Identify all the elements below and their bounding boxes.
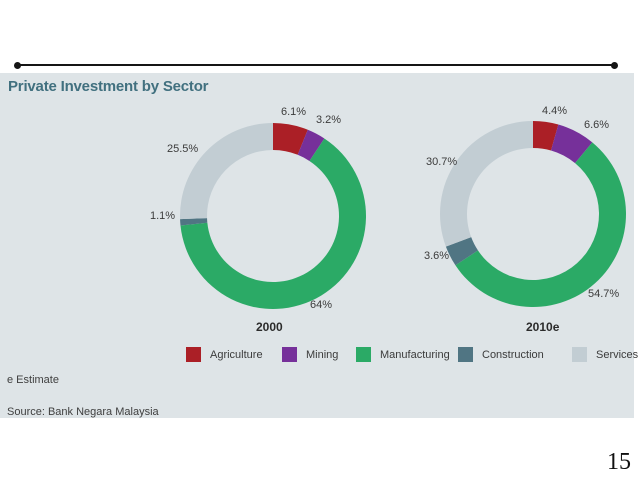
- donut-chart-2000: [179, 123, 367, 310]
- donut-chart-2010e: [439, 121, 627, 307]
- footnote-estimate: e Estimate: [7, 374, 59, 386]
- legend-item-manufacturing: Manufacturing: [356, 346, 450, 363]
- legend-swatch-services: [572, 347, 587, 362]
- legend-item-construction: Construction: [458, 346, 544, 363]
- legend-swatch-manufacturing: [356, 347, 371, 362]
- donut-segment-2000-agriculture: [273, 123, 308, 155]
- legend-label-mining: Mining: [306, 348, 339, 361]
- donut-segment-2000-services: [179, 123, 273, 220]
- legend-swatch-mining: [282, 347, 297, 362]
- donut-segment-2010e-services: [439, 121, 533, 247]
- footnote-source: Source: Bank Negara Malaysia: [7, 406, 159, 418]
- legend-item-services: Services: [572, 346, 638, 363]
- chart-caption-2000: 2000: [256, 320, 283, 334]
- donut-segment-2010e-agriculture: [533, 121, 559, 151]
- legend-label-services: Services: [596, 348, 638, 361]
- legend-swatch-agriculture: [186, 347, 201, 362]
- legend-item-mining: Mining: [282, 346, 338, 363]
- legend-label-construction: Construction: [482, 348, 544, 361]
- divider-right-dot: [611, 61, 618, 69]
- donut-segment-2010e-mining: [551, 124, 593, 164]
- slice-label-2000-mining: 3.2%: [316, 114, 342, 126]
- legend-label-agriculture: Agriculture: [210, 348, 263, 361]
- slice-label-2000-agriculture: 6.1%: [281, 106, 307, 118]
- slice-label-2000-construction: 1.1%: [150, 210, 176, 222]
- slice-label-2010e-construction: 3.6%: [424, 250, 450, 262]
- legend-item-agriculture: Agriculture: [186, 346, 263, 363]
- donut-segment-2010e-construction: [445, 237, 478, 266]
- legend-label-manufacturing: Manufacturing: [380, 348, 450, 361]
- divider-left-dot: [14, 61, 21, 69]
- donut-segment-2000-construction: [180, 218, 208, 226]
- header-divider-line: [14, 61, 618, 69]
- slice-label-2010e-services: 30.7%: [426, 156, 458, 168]
- slice-label-2010e-mining: 6.6%: [584, 119, 610, 131]
- donut-segment-2000-manufacturing: [180, 138, 367, 310]
- slice-label-2000-services: 25.5%: [167, 143, 199, 155]
- slice-label-2000-manufacturing: 64%: [310, 299, 333, 311]
- legend-swatch-construction: [458, 347, 473, 362]
- donut-segment-2000-mining: [297, 129, 325, 161]
- slice-label-2010e-agriculture: 4.4%: [542, 105, 568, 117]
- donut-segment-2010e-manufacturing: [455, 142, 627, 307]
- chart-caption-2010e: 2010e: [526, 320, 560, 334]
- page-number: 15: [607, 449, 631, 475]
- chart-title: Private Investment by Sector: [8, 78, 209, 95]
- slice-label-2010e-manufacturing: 54.7%: [588, 288, 620, 300]
